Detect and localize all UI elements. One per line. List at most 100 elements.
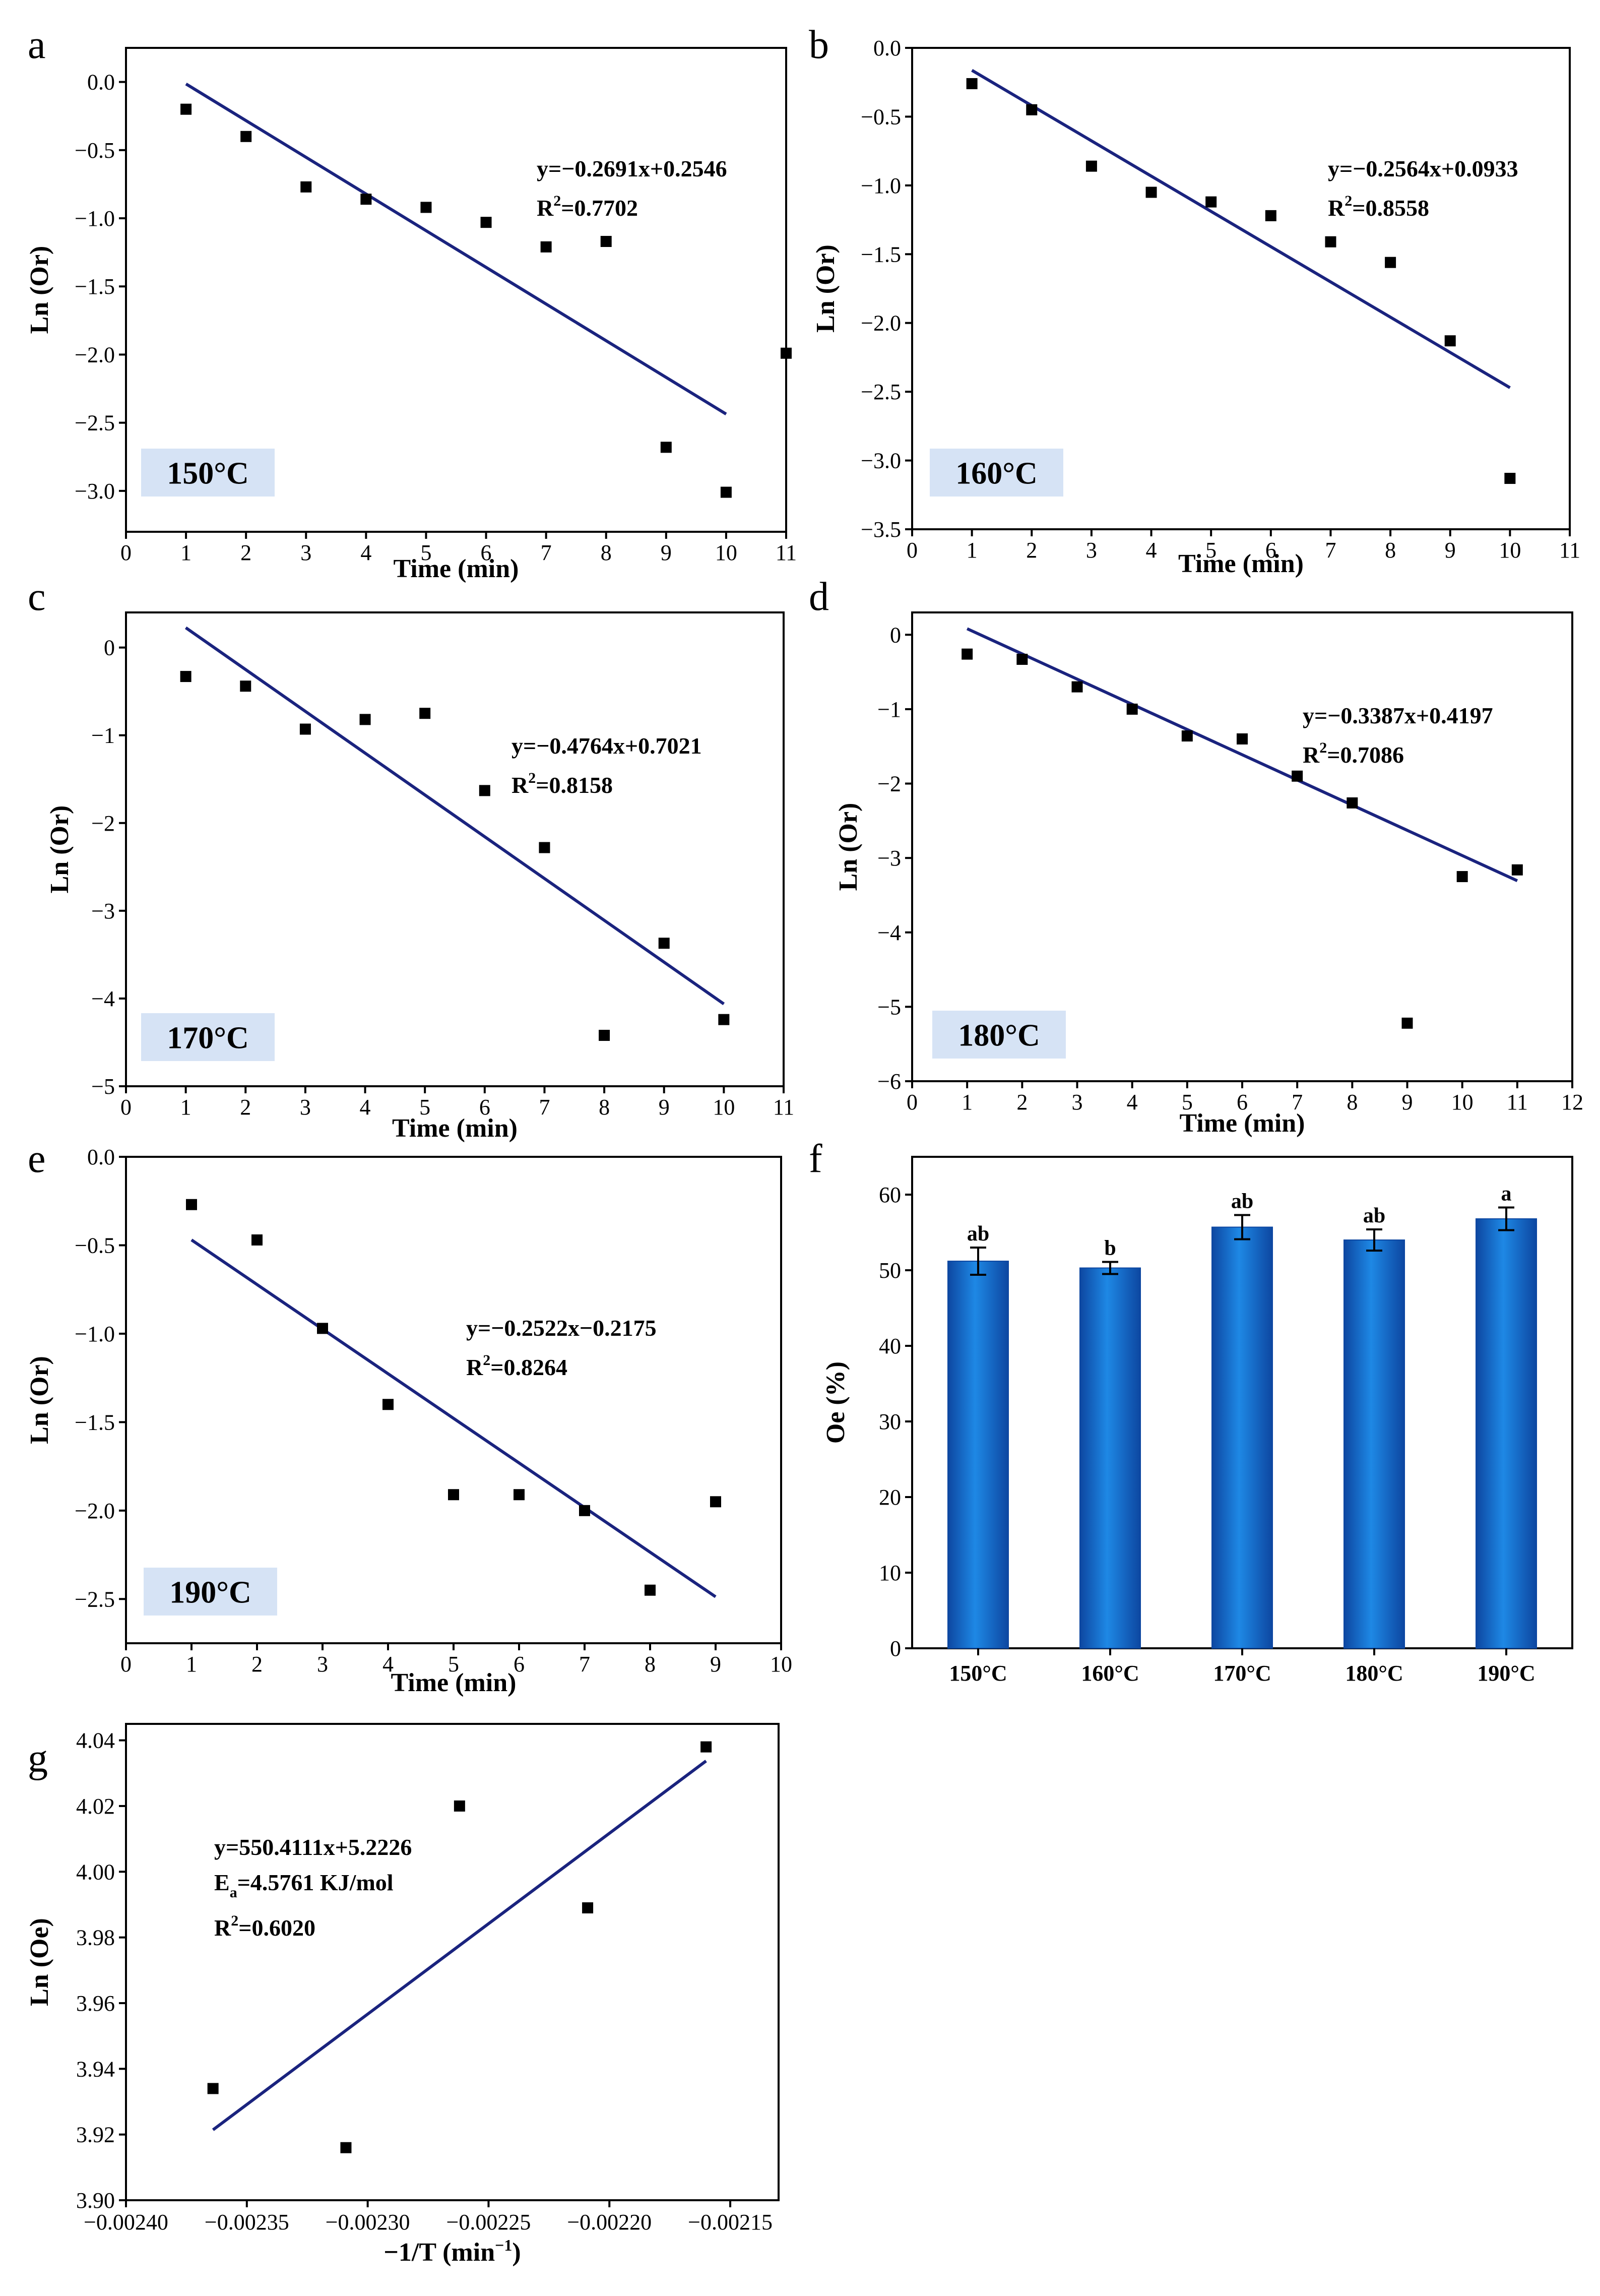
data-point	[340, 2142, 352, 2153]
data-point	[454, 1800, 465, 1812]
data-point	[317, 1323, 328, 1334]
data-point	[1026, 104, 1038, 115]
x-tick-label: 3	[1086, 538, 1097, 563]
significance-label: ab	[1231, 1190, 1253, 1213]
temperature-label: 190°C	[169, 1576, 251, 1610]
significance-label: b	[1104, 1237, 1116, 1260]
x-tick-label: 0	[120, 540, 132, 565]
x-tick-label: 8	[601, 540, 612, 565]
x-tick-label: −0.00230	[326, 2210, 410, 2235]
x-tick-label: −0.00235	[205, 2210, 289, 2235]
temperature-badge	[932, 1011, 1066, 1059]
fit-line	[190, 1238, 717, 1598]
bar	[1343, 1239, 1405, 1649]
x-tick-label: −0.00220	[567, 2210, 652, 2235]
x-tick-label: 5	[420, 540, 431, 565]
x-tick-label: 3	[1072, 1090, 1083, 1114]
y-axis-label: Ln (Or)	[834, 803, 863, 891]
x-tick-label: 0	[120, 1095, 132, 1120]
x-tick-label: 9	[1402, 1090, 1413, 1114]
plot-frame	[125, 611, 785, 1087]
y-tick-label: 50	[879, 1258, 901, 1283]
activation-energy: Ea=4.5761 KJ/mol	[214, 1870, 394, 1901]
data-point	[645, 1584, 656, 1596]
x-tick-label: 9	[659, 1095, 670, 1120]
x-tick-label: 2	[240, 540, 251, 565]
y-tick-label: −3	[877, 846, 901, 871]
x-tick-label: 4	[382, 1652, 394, 1677]
temperature-label: 170°C	[167, 1021, 249, 1056]
r-squared: R2=0.7702	[537, 193, 638, 221]
x-tick-label: 10	[1499, 538, 1521, 563]
data-point	[539, 842, 550, 853]
x-tick-label: 6	[1237, 1090, 1248, 1114]
y-tick-label: −1.5	[75, 1410, 115, 1435]
x-tick-label: 7	[541, 540, 552, 565]
x-tick-label: 6	[479, 1095, 490, 1120]
x-axis-label: Time (min)	[392, 1114, 518, 1143]
x-tick-label: 8	[645, 1652, 656, 1677]
y-tick-label: −6	[877, 1069, 901, 1094]
category-label: 150°C	[949, 1661, 1007, 1686]
x-tick-label: 6	[481, 540, 492, 565]
data-point	[658, 938, 670, 949]
fit-line	[184, 626, 725, 1006]
x-tick-label: 2	[240, 1095, 251, 1120]
fit-equation: y=550.4111x+5.2226	[214, 1834, 412, 1860]
x-tick-label: 12	[1561, 1090, 1583, 1114]
y-tick-label: 60	[879, 1183, 901, 1207]
y-tick-label: 4.04	[76, 1728, 115, 1753]
data-point	[420, 202, 432, 213]
x-tick-label: 1	[180, 1095, 191, 1120]
x-tick-label: −0.00225	[446, 2210, 531, 2235]
x-axis-label: Time (min)	[1180, 1109, 1305, 1138]
data-point	[1071, 681, 1083, 693]
data-point	[359, 714, 371, 725]
y-tick-label: 40	[879, 1334, 901, 1358]
panel-label-a: a	[28, 23, 46, 67]
y-tick-label: −3.5	[861, 517, 901, 542]
y-axis-label: Ln (Or)	[25, 1356, 54, 1444]
data-point	[1205, 196, 1217, 208]
x-tick-label: 9	[710, 1652, 721, 1677]
y-tick-label: −5	[91, 1074, 115, 1099]
data-point	[207, 2083, 219, 2094]
y-tick-label: 10	[879, 1561, 901, 1585]
x-tick-label: 3	[300, 540, 311, 565]
x-tick-label: 0	[120, 1652, 132, 1677]
x-tick-label: 11	[1559, 538, 1580, 563]
data-point	[1325, 236, 1336, 247]
x-tick-label: 7	[1325, 538, 1336, 563]
temperature-badge	[144, 1568, 277, 1616]
x-tick-label: 0	[907, 1090, 918, 1114]
data-point	[180, 671, 191, 682]
data-point	[240, 680, 251, 692]
fit-equation: y=−0.2564x+0.0933	[1328, 156, 1518, 181]
y-tick-label: 4.00	[76, 1859, 115, 1884]
x-tick-label: 2	[1026, 538, 1037, 563]
y-tick-label: −1	[91, 723, 115, 748]
x-axis-label: Time (min)	[391, 1668, 517, 1697]
data-point	[1444, 335, 1456, 347]
y-tick-label: −2.0	[861, 311, 901, 336]
r-squared: R2=0.7086	[1303, 739, 1404, 768]
chart-b: 160°C 0 1 2 3 4 5 6 7 8 9 10 11 0.0 −0.5 −1.0 −1.5 −2.0 −2…	[811, 36, 1580, 578]
y-tick-label: −2.5	[861, 380, 901, 404]
data-point	[710, 1496, 721, 1508]
data-point	[1504, 473, 1516, 484]
x-tick-label: 5	[1182, 1090, 1193, 1114]
data-point	[1456, 871, 1468, 883]
category-label: 170°C	[1213, 1661, 1271, 1686]
y-tick-label: 3.90	[76, 2188, 115, 2213]
data-point	[600, 236, 612, 247]
y-tick-label: 3.96	[76, 1991, 115, 2016]
y-axis-label: Oe (%)	[821, 1361, 850, 1444]
data-point	[299, 723, 311, 735]
plot-frame	[125, 1723, 780, 2201]
x-tick-label: 10	[1451, 1090, 1474, 1114]
y-tick-label: −2.0	[75, 1499, 115, 1523]
panel-label-g: g	[28, 1736, 48, 1781]
panel-label-f: f	[809, 1137, 822, 1181]
bar	[1211, 1226, 1273, 1649]
